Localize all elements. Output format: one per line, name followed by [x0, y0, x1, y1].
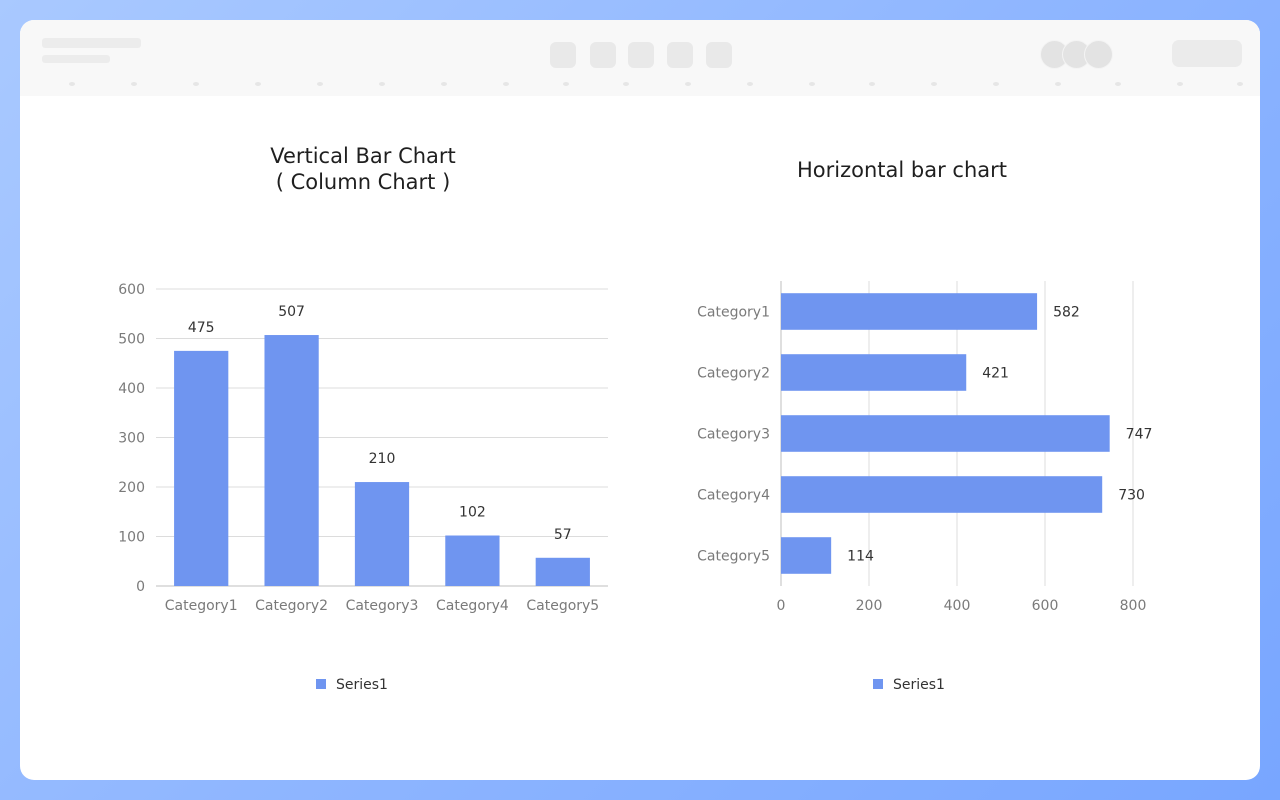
data-label: 210 — [369, 451, 396, 467]
y-tick-label: Category2 — [697, 366, 770, 382]
x-tick-label: Category1 — [165, 598, 238, 614]
toolbar-dot — [685, 82, 691, 86]
toolbar — [20, 20, 1260, 96]
y-tick-label: Category3 — [697, 427, 770, 443]
toolbar-dot — [69, 82, 75, 86]
data-label: 582 — [1053, 305, 1080, 321]
y-tick-label: 300 — [118, 431, 145, 447]
y-tick-label: 200 — [118, 480, 145, 496]
toolbar-dot — [131, 82, 137, 86]
toolbar-action-button[interactable] — [1172, 40, 1242, 67]
toolbar-dot — [1055, 82, 1061, 86]
y-tick-label: Category5 — [697, 549, 770, 565]
toolbar-dot — [317, 82, 323, 86]
data-label: 730 — [1118, 488, 1145, 504]
data-label: 475 — [188, 320, 215, 336]
x-tick-label: 200 — [856, 598, 883, 614]
y-tick-label: Category1 — [697, 305, 770, 321]
subtitle-placeholder — [42, 55, 110, 63]
legend-label: Series1 — [336, 677, 388, 693]
bar[interactable] — [781, 476, 1103, 513]
toolbar-dot — [747, 82, 753, 86]
toolbar-dot — [1115, 82, 1121, 86]
toolbar-button-1[interactable] — [550, 42, 576, 68]
y-tick-label: 600 — [118, 282, 145, 298]
vertical-chart-title: Vertical Bar Chart ( Column Chart ) — [203, 143, 523, 195]
x-tick-label: 0 — [777, 598, 786, 614]
data-label: 57 — [554, 527, 572, 543]
toolbar-dot — [193, 82, 199, 86]
toolbar-dot — [255, 82, 261, 86]
bar[interactable] — [264, 335, 319, 586]
bar[interactable] — [354, 482, 410, 586]
bar[interactable] — [445, 535, 500, 586]
bar[interactable] — [781, 537, 832, 574]
toolbar-dot — [503, 82, 509, 86]
y-tick-label: 400 — [118, 381, 145, 397]
toolbar-dot — [441, 82, 447, 86]
x-tick-label: Category2 — [255, 598, 328, 614]
bar[interactable] — [174, 350, 229, 586]
legend-swatch — [316, 679, 326, 689]
y-tick-label: 0 — [136, 579, 145, 595]
avatar[interactable] — [1084, 40, 1113, 69]
y-tick-label: 100 — [118, 530, 145, 546]
toolbar-dot — [809, 82, 815, 86]
toolbar-dot — [379, 82, 385, 86]
toolbar-button-4[interactable] — [667, 42, 693, 68]
data-label: 421 — [982, 366, 1009, 382]
x-tick-label: 600 — [1032, 598, 1059, 614]
toolbar-dot — [931, 82, 937, 86]
toolbar-dot — [869, 82, 875, 86]
toolbar-dot — [993, 82, 999, 86]
x-tick-label: 400 — [944, 598, 971, 614]
vertical-chart-title-line2: ( Column Chart ) — [275, 170, 451, 194]
bar[interactable] — [781, 415, 1110, 452]
horizontal-chart-title: Horizontal bar chart — [797, 158, 1007, 182]
legend-label: Series1 — [893, 677, 945, 693]
data-label: 114 — [847, 549, 874, 565]
toolbar-dot — [563, 82, 569, 86]
bar[interactable] — [781, 293, 1038, 330]
title-placeholder — [42, 38, 141, 48]
x-tick-label: Category4 — [436, 598, 509, 614]
data-label: 507 — [278, 304, 305, 320]
x-tick-label: Category5 — [526, 598, 599, 614]
toolbar-button-2[interactable] — [590, 42, 616, 68]
toolbar-dot — [1177, 82, 1183, 86]
x-tick-label: Category3 — [346, 598, 419, 614]
data-label: 747 — [1126, 427, 1153, 443]
bar[interactable] — [781, 354, 967, 391]
toolbar-button-3[interactable] — [628, 42, 654, 68]
toolbar-dot — [623, 82, 629, 86]
y-tick-label: Category4 — [697, 488, 770, 504]
legend-swatch — [873, 679, 883, 689]
toolbar-button-5[interactable] — [706, 42, 732, 68]
bar[interactable] — [535, 557, 590, 586]
y-tick-label: 500 — [118, 332, 145, 348]
data-label: 102 — [459, 505, 486, 521]
x-tick-label: 800 — [1120, 598, 1147, 614]
vertical-chart-title-line1: Vertical Bar Chart — [270, 144, 456, 168]
toolbar-dot — [1237, 82, 1243, 86]
